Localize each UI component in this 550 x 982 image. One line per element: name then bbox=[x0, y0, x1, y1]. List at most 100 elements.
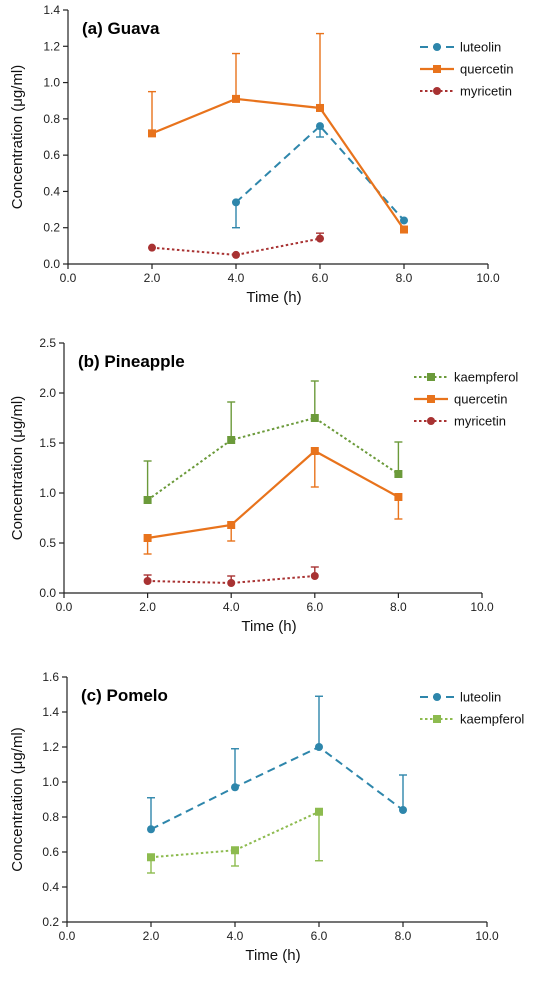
chart-title: (c) Pomelo bbox=[81, 686, 168, 705]
series-line bbox=[150, 745, 404, 831]
y-tick-label: 2.0 bbox=[39, 386, 56, 400]
legend-label: myricetin bbox=[454, 414, 506, 429]
y-tick-label: 0.4 bbox=[42, 880, 59, 894]
y-tick-label: 1.0 bbox=[42, 775, 59, 789]
data-point bbox=[227, 436, 236, 444]
data-point bbox=[148, 129, 156, 138]
y-tick-label: 1.2 bbox=[43, 39, 60, 53]
x-tick-label: 8.0 bbox=[395, 929, 412, 943]
data-point bbox=[232, 250, 240, 259]
y-tick-label: 0.8 bbox=[43, 112, 60, 126]
x-tick-label: 2.0 bbox=[143, 929, 160, 943]
data-point bbox=[231, 846, 239, 855]
legend-marker bbox=[433, 87, 441, 95]
series-kaempferol bbox=[147, 807, 323, 874]
series-line bbox=[150, 810, 320, 859]
y-tick-label: 0.6 bbox=[43, 148, 60, 162]
y-tick-label: 2.5 bbox=[39, 336, 56, 350]
y-tick-label: 1.0 bbox=[39, 486, 56, 500]
data-point bbox=[143, 496, 152, 504]
series-line bbox=[151, 237, 321, 256]
y-axis-title: Concentration (μg/ml) bbox=[9, 65, 26, 210]
series-luteolin bbox=[232, 122, 408, 229]
legend-entry: luteolin bbox=[420, 40, 501, 55]
legend-entry: myricetin bbox=[420, 84, 512, 99]
x-axis-title: Time (h) bbox=[241, 618, 296, 635]
data-point bbox=[400, 225, 408, 234]
x-tick-label: 6.0 bbox=[312, 271, 329, 285]
chart-panel-1: 0.0 2.0 4.0 6.0 8.0 10.0 0.0 0.2 0.4 0.6 0.8 1.0 1.2… bbox=[9, 3, 513, 306]
y-tick-label: 1.6 bbox=[42, 670, 59, 684]
legend-entry: kaempferol bbox=[420, 712, 524, 727]
y-tick-label: 0.2 bbox=[43, 221, 60, 235]
chart-panel-3: 0.0 2.0 4.0 6.0 8.0 10.0 0.2 0.4 0.6 0.8 1.0 1.2 1.4… bbox=[9, 670, 524, 964]
data-point bbox=[147, 825, 155, 834]
series-line bbox=[147, 449, 399, 540]
series-line bbox=[147, 416, 399, 501]
series-quercetin bbox=[143, 447, 403, 555]
series-line bbox=[235, 124, 405, 222]
legend-label: luteolin bbox=[460, 690, 501, 705]
y-tick-label: 1.4 bbox=[43, 3, 60, 17]
x-tick-label: 4.0 bbox=[223, 600, 240, 614]
y-tick-label: 0.4 bbox=[43, 184, 60, 198]
data-point bbox=[227, 579, 236, 587]
data-point bbox=[227, 521, 236, 529]
y-tick-label: 0.0 bbox=[39, 586, 56, 600]
x-tick-label: 0.0 bbox=[56, 600, 73, 614]
data-point bbox=[394, 470, 403, 478]
chart-title: (a) Guava bbox=[82, 19, 160, 38]
series-luteolin bbox=[147, 695, 407, 834]
series-line bbox=[151, 97, 405, 231]
legend-marker bbox=[427, 417, 435, 425]
y-tick-label: 1.5 bbox=[39, 436, 56, 450]
data-point bbox=[316, 234, 324, 243]
data-point bbox=[394, 493, 403, 501]
x-axis-title: Time (h) bbox=[246, 289, 301, 306]
series-kaempferol bbox=[143, 380, 403, 504]
y-tick-label: 0.0 bbox=[43, 257, 60, 271]
x-axis-title: Time (h) bbox=[245, 947, 300, 964]
series-myricetin bbox=[148, 232, 324, 259]
y-tick-label: 1.2 bbox=[42, 740, 59, 754]
x-tick-label: 4.0 bbox=[227, 929, 244, 943]
chart-title: (b) Pineapple bbox=[78, 352, 185, 371]
x-tick-label: 10.0 bbox=[475, 929, 499, 943]
y-tick-label: 1.4 bbox=[42, 705, 59, 719]
data-point bbox=[310, 414, 319, 422]
data-point bbox=[399, 806, 407, 814]
legend-entry: kaempferol bbox=[414, 370, 518, 385]
data-point bbox=[231, 783, 239, 792]
y-axis-title: Concentration (μg/ml) bbox=[9, 396, 26, 541]
x-tick-label: 6.0 bbox=[306, 600, 323, 614]
y-tick-label: 1.0 bbox=[43, 76, 60, 90]
legend-label: quercetin bbox=[454, 392, 507, 407]
legend-entry: myricetin bbox=[414, 414, 506, 429]
legend-label: kaempferol bbox=[454, 370, 518, 385]
data-point bbox=[232, 198, 240, 207]
legend-entry: quercetin bbox=[414, 392, 507, 407]
y-tick-label: 0.6 bbox=[42, 845, 59, 859]
data-point bbox=[316, 103, 324, 112]
x-tick-label: 10.0 bbox=[476, 271, 500, 285]
x-tick-label: 2.0 bbox=[139, 600, 156, 614]
data-point bbox=[310, 447, 319, 455]
y-tick-label: 0.8 bbox=[42, 810, 59, 824]
legend-label: myricetin bbox=[460, 84, 512, 99]
x-tick-label: 8.0 bbox=[396, 271, 413, 285]
legend-label: quercetin bbox=[460, 62, 513, 77]
legend-marker bbox=[433, 715, 441, 723]
data-point bbox=[143, 534, 152, 542]
x-tick-label: 0.0 bbox=[59, 929, 76, 943]
x-tick-label: 10.0 bbox=[470, 600, 494, 614]
x-tick-label: 0.0 bbox=[60, 271, 77, 285]
legend-marker bbox=[433, 43, 441, 51]
legend-entry: quercetin bbox=[420, 62, 513, 77]
legend-label: luteolin bbox=[460, 40, 501, 55]
data-point bbox=[315, 807, 323, 816]
series-myricetin bbox=[143, 566, 319, 587]
data-point bbox=[147, 853, 155, 862]
x-tick-label: 4.0 bbox=[228, 271, 245, 285]
chart-panel-2: 0.0 2.0 4.0 6.0 8.0 10.0 0.0 0.5 1.0 1.5 2.0 2.5 Tim… bbox=[9, 336, 518, 635]
